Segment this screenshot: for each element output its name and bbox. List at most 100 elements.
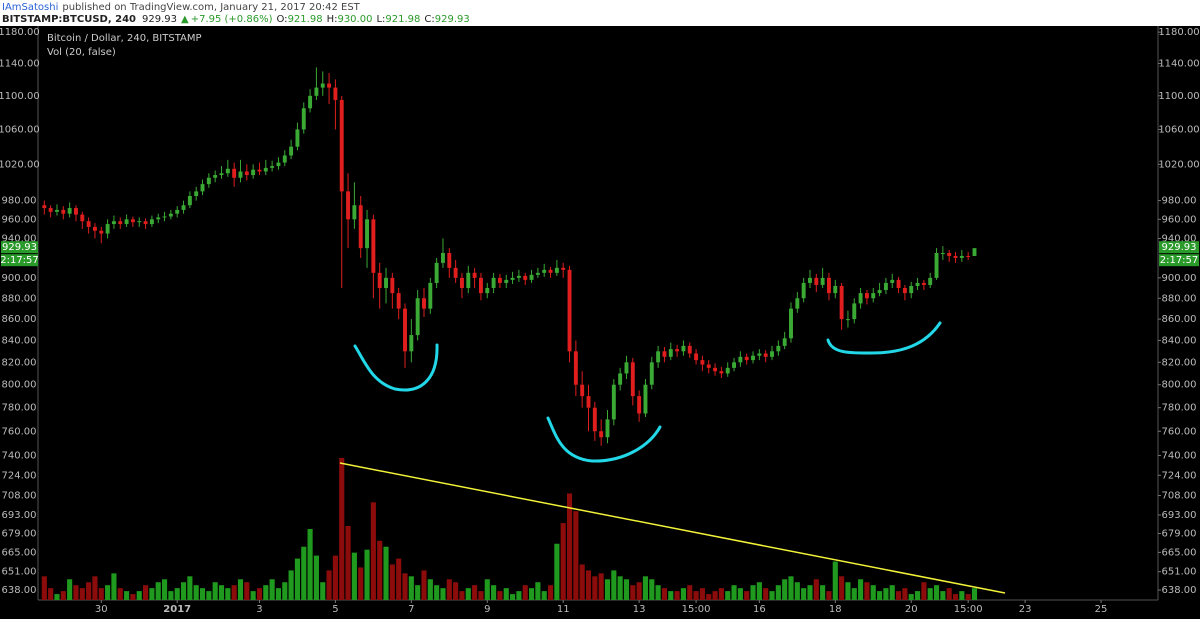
- y-tick-label: 665.00: [1162, 547, 1197, 558]
- y-tick-label: 980.00: [2, 196, 37, 207]
- candle-body: [156, 217, 161, 220]
- volume-bar: [826, 591, 832, 600]
- candle-body: [864, 293, 869, 299]
- volume-bar: [434, 585, 440, 600]
- candle-body: [928, 277, 933, 285]
- candle-body: [548, 269, 553, 273]
- candle-body: [573, 351, 578, 385]
- candle-body: [839, 285, 844, 320]
- y-tick-label: 860.00: [2, 314, 37, 325]
- candle-layer: [42, 67, 977, 446]
- volume-bar: [750, 585, 756, 600]
- candle-body: [763, 353, 768, 357]
- candle-body: [719, 371, 724, 374]
- volume-bar: [807, 585, 813, 600]
- candle-body: [706, 364, 711, 368]
- candle-body: [99, 230, 104, 234]
- candle-body: [396, 293, 401, 309]
- quote-line: BITSTAMP:BTCUSD, 240 929.93 ▲ +7.95 (+0.86%…: [2, 14, 470, 25]
- y-tick-label: 1140.00: [0, 58, 40, 69]
- y-tick-label: 1020.00: [1158, 159, 1199, 170]
- y-tick-label: 679.00: [1162, 528, 1197, 539]
- volume-bar: [921, 582, 927, 600]
- volume-bar: [408, 576, 414, 600]
- author[interactable]: IAmSatoshi: [2, 2, 58, 13]
- candle-body: [365, 219, 370, 249]
- candle-body: [105, 224, 110, 234]
- candle-body: [453, 267, 458, 278]
- volume-bar: [725, 591, 731, 600]
- candle-body: [352, 205, 357, 220]
- candle-body: [738, 356, 743, 363]
- y-tick-label: 708.00: [2, 491, 37, 502]
- candle-body: [504, 279, 509, 283]
- volume-bar: [775, 585, 781, 600]
- candle-body: [808, 277, 812, 283]
- candle-body: [662, 351, 667, 357]
- candle-body: [921, 282, 926, 285]
- candle-body: [61, 209, 66, 214]
- volume-bar: [440, 588, 446, 600]
- last-price-box: [1159, 241, 1199, 254]
- candle-body: [497, 277, 502, 283]
- volume-bar: [370, 502, 376, 600]
- candle-body: [213, 175, 218, 178]
- y-tick-label: 940.00: [2, 233, 37, 244]
- candle-body: [668, 349, 673, 357]
- y-tick-label: 1180.00: [1158, 27, 1199, 38]
- y-tick-label: 840.00: [2, 335, 37, 346]
- candle-body: [162, 216, 167, 218]
- x-tick-label: 2017: [163, 604, 191, 615]
- candle-body: [282, 155, 287, 163]
- volume-bar: [263, 585, 269, 600]
- y-tick-label: 679.00: [2, 528, 37, 539]
- volume-bar: [415, 585, 421, 600]
- volume-bar: [269, 579, 275, 600]
- volume-bar: [301, 546, 307, 600]
- volume-bar: [560, 523, 566, 600]
- candle-body: [687, 345, 692, 354]
- up-arrow: ▲: [181, 14, 189, 25]
- y-tick-label: 1060.00: [0, 124, 40, 135]
- volume-bar: [908, 594, 914, 600]
- candle-body: [491, 277, 496, 289]
- volume-bar: [193, 585, 199, 600]
- volume-bar: [60, 591, 66, 600]
- volume-bar: [699, 588, 705, 600]
- volume-bar: [244, 582, 250, 600]
- y-tick-label: 638.00: [1162, 585, 1197, 596]
- y-tick-label: 820.00: [1162, 357, 1197, 368]
- volume-bar: [744, 591, 750, 600]
- last-price-box: [1, 241, 38, 254]
- y-tick-label: 708.00: [1162, 491, 1197, 502]
- c-label: C:: [424, 14, 434, 25]
- volume-bar: [782, 579, 788, 600]
- volume-bar: [206, 591, 212, 600]
- candle-body: [580, 384, 585, 397]
- y-tick-label: 638.00: [2, 585, 37, 596]
- h-value: 930.00: [337, 14, 372, 25]
- candle-body: [86, 221, 91, 227]
- volume-bar: [655, 585, 661, 600]
- volume-bar: [218, 585, 225, 600]
- candle-body: [111, 221, 116, 225]
- x-tick-label: 25: [1095, 604, 1108, 615]
- candle-body: [890, 279, 895, 283]
- candle-body: [371, 219, 376, 273]
- volume-bar: [554, 543, 560, 600]
- candle-body: [947, 253, 952, 256]
- volume-bar: [98, 588, 104, 600]
- countdown-box: [1, 254, 38, 267]
- candle-body: [618, 373, 623, 385]
- volume-bar: [358, 567, 364, 600]
- volume-bar: [680, 588, 686, 600]
- volume-bar: [889, 585, 895, 600]
- volume-bar: [839, 576, 845, 600]
- countdown-label: 2:17:57: [0, 255, 39, 266]
- volume-bar: [965, 594, 971, 600]
- candle-body: [472, 272, 477, 278]
- candle-body: [187, 195, 192, 206]
- volume-bar: [421, 570, 427, 600]
- symbol: BITSTAMP:BTCUSD, 240: [2, 14, 136, 25]
- volume-bar: [313, 555, 319, 600]
